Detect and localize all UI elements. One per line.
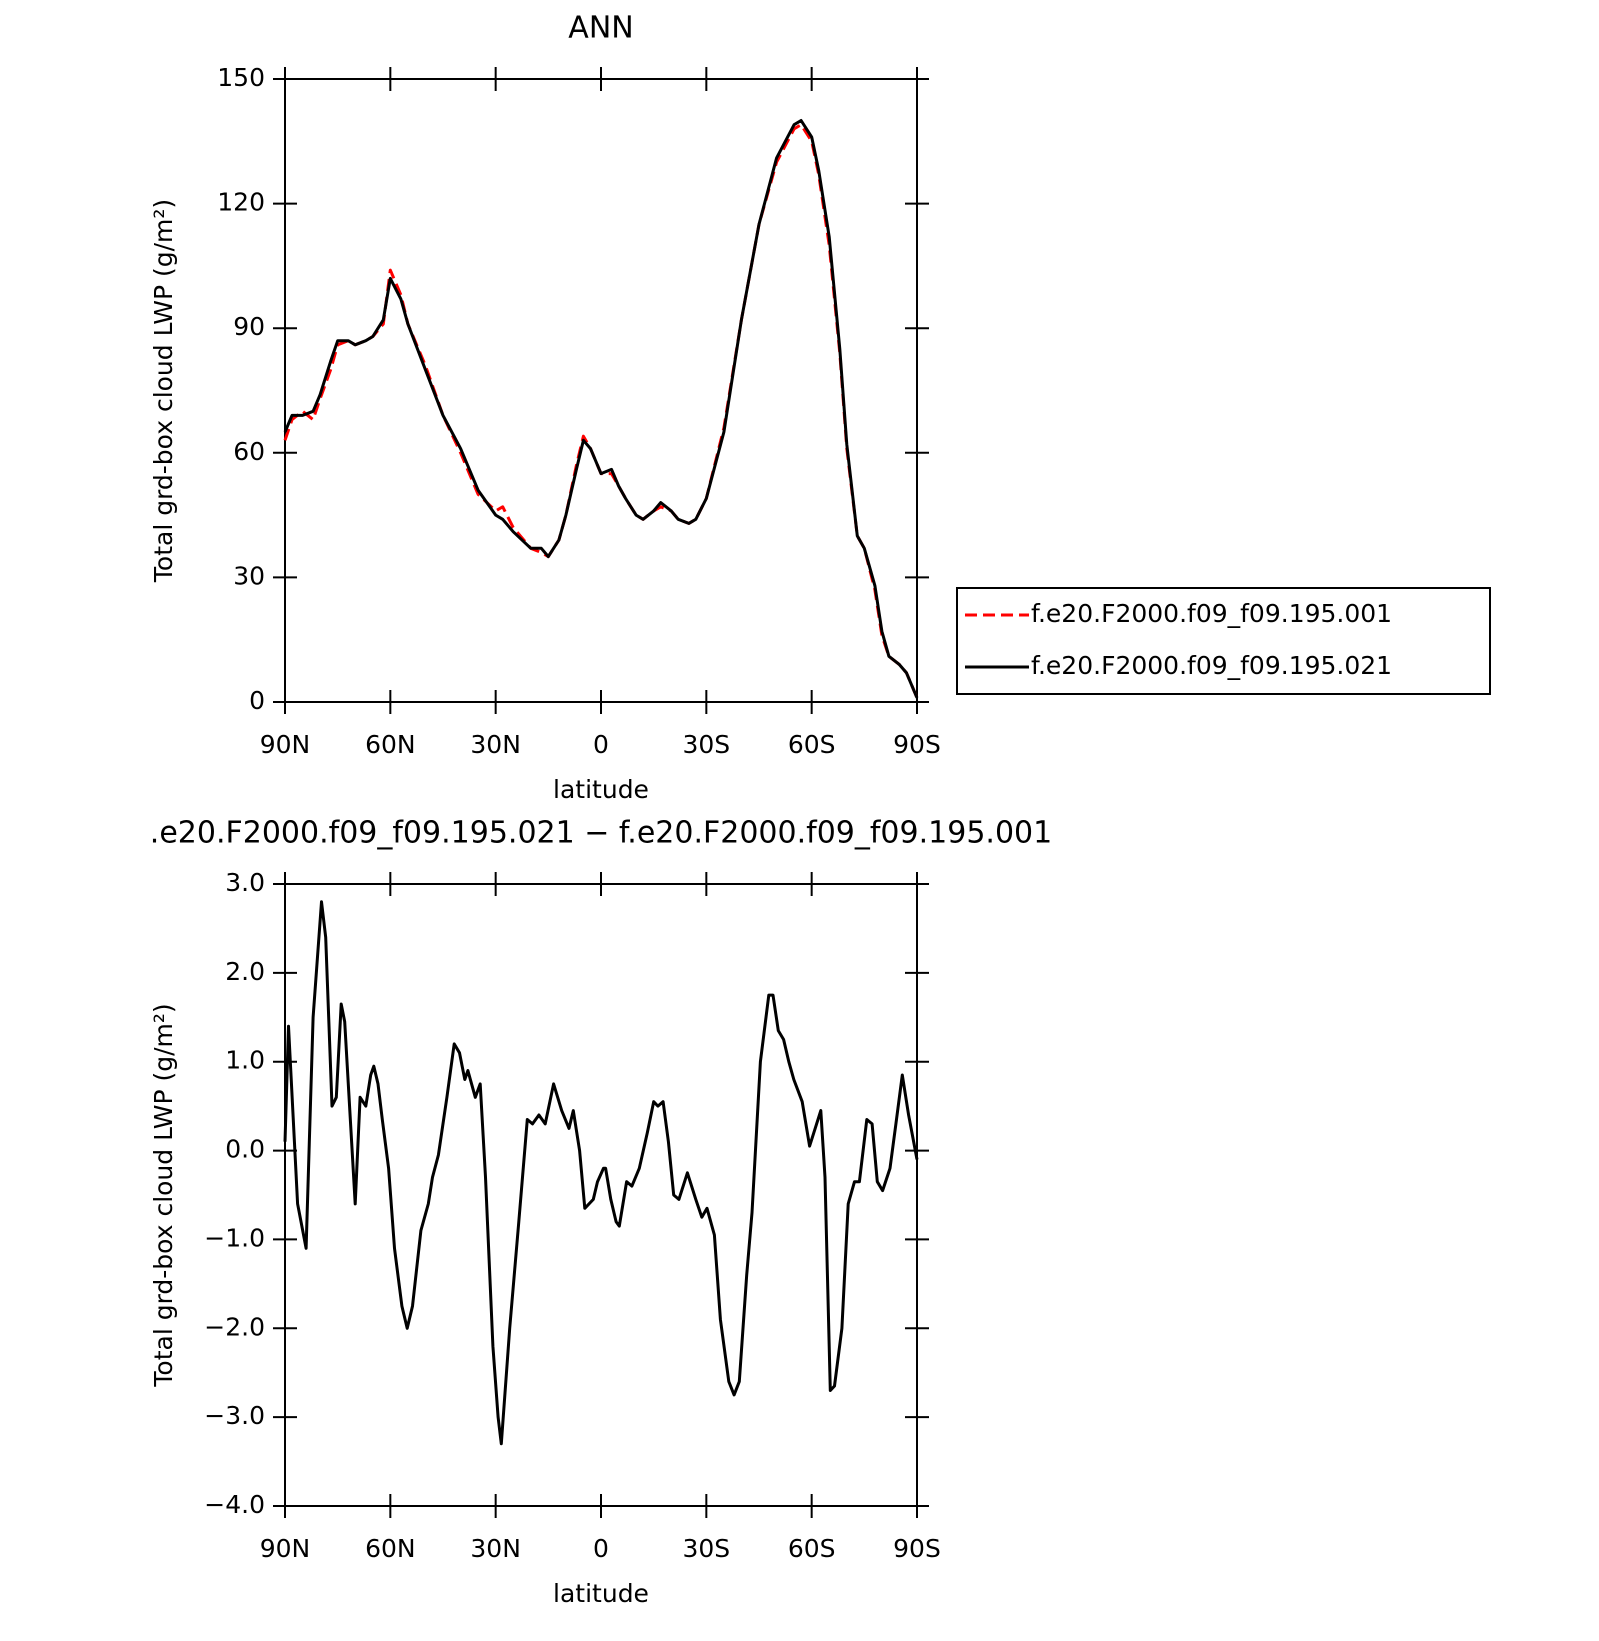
y-tick-label: −3.0 <box>204 1401 265 1430</box>
x-tick-label: 90S <box>893 730 941 759</box>
y-tick-label: 0 <box>249 686 265 715</box>
y-tick-label: 60 <box>233 437 265 466</box>
y-tick-label: 0.0 <box>225 1135 265 1164</box>
chart-title: .e20.F2000.f09_f09.195.021 − f.e20.F2000… <box>150 816 1052 851</box>
plot-frame <box>284 883 918 1507</box>
x-tick-label: 60N <box>365 730 416 759</box>
chart-title: ANN <box>568 11 633 46</box>
y-tick-label: 150 <box>217 63 265 92</box>
x-tick-label: 30S <box>682 730 730 759</box>
y-tick-label: 3.0 <box>225 868 265 897</box>
x-axis-label: latitude <box>553 775 649 804</box>
x-tick-label: 0 <box>593 1534 609 1563</box>
y-tick-label: −4.0 <box>204 1490 265 1519</box>
x-tick-label: 0 <box>593 730 609 759</box>
y-tick-label: 120 <box>217 188 265 217</box>
x-axis-label: latitude <box>553 1579 649 1608</box>
x-tick-label: 60N <box>365 1534 416 1563</box>
data-line <box>283 119 919 699</box>
data-line <box>283 123 919 699</box>
legend-label: f.e20.F2000.f09_f09.195.001 <box>1031 599 1392 628</box>
x-tick-label: 30N <box>470 730 521 759</box>
y-tick-label: −1.0 <box>204 1223 265 1252</box>
y-tick-label: 30 <box>233 561 265 590</box>
y-tick-label: 2.0 <box>225 957 265 986</box>
plot-frame <box>284 78 918 703</box>
x-tick-label: 30N <box>470 1534 521 1563</box>
x-tick-label: 90S <box>893 1534 941 1563</box>
x-tick-label: 30S <box>682 1534 730 1563</box>
x-tick-label: 90N <box>260 1534 311 1563</box>
y-axis-label: Total grd-box cloud LWP (g/m²) <box>149 1003 178 1387</box>
y-tick-label: −2.0 <box>204 1312 265 1341</box>
y-tick-label: 1.0 <box>225 1046 265 1075</box>
x-tick-label: 60S <box>788 730 836 759</box>
x-tick-label: 90N <box>260 730 311 759</box>
x-tick-label: 60S <box>788 1534 836 1563</box>
legend-box <box>956 587 1491 695</box>
y-tick-label: 90 <box>233 312 265 341</box>
y-axis-label: Total grd-box cloud LWP (g/m²) <box>149 199 178 583</box>
legend-label: f.e20.F2000.f09_f09.195.021 <box>1031 651 1392 680</box>
data-line <box>283 900 919 1446</box>
